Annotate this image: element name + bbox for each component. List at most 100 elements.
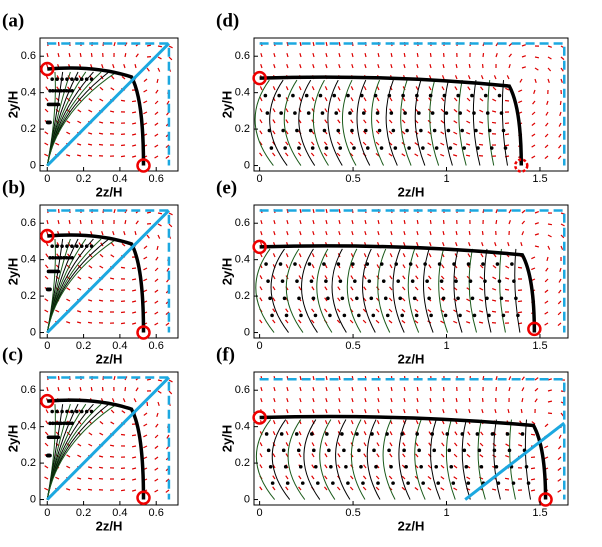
streamline-dot <box>266 279 270 283</box>
vector-arrow <box>286 320 288 323</box>
x-tick-label: 0.4 <box>112 340 127 352</box>
vector-arrow <box>114 209 115 213</box>
vector-arrow <box>545 156 548 159</box>
vector-arrow <box>481 75 483 79</box>
vector-arrow <box>77 478 81 479</box>
vector-arrow <box>417 242 418 246</box>
vector-arrow <box>147 379 151 380</box>
vector-arrow <box>299 287 301 290</box>
vector-arrow <box>532 156 535 158</box>
vector-arrow <box>158 57 161 59</box>
streamline-dot <box>372 449 376 453</box>
streamline-dot <box>308 262 312 266</box>
vector-arrow <box>351 86 353 90</box>
vector-arrow <box>91 220 92 224</box>
y-tick-label: 0.4 <box>235 421 250 433</box>
vector-arrow <box>299 253 301 257</box>
vector-arrow <box>300 409 301 413</box>
vector-arrow <box>377 420 379 424</box>
vector-arrow <box>338 120 340 123</box>
vector-arrow <box>312 442 314 446</box>
streamline-dot <box>421 481 425 485</box>
streamline-dot <box>370 432 374 436</box>
vector-arrow <box>326 209 327 213</box>
vector-arrow <box>326 409 327 413</box>
vector-arrow <box>132 312 136 313</box>
vector-arrow <box>377 443 379 446</box>
vector-arrow <box>273 298 275 301</box>
streamline-dot <box>48 454 52 458</box>
vector-arrow <box>287 231 288 235</box>
vector-arrow <box>45 466 48 468</box>
vector-arrow <box>324 487 327 490</box>
streamline <box>415 80 425 165</box>
vector-arrow <box>509 387 510 391</box>
vector-arrow <box>482 242 483 246</box>
streamline-dot <box>460 129 464 133</box>
vector-arrow <box>80 53 81 57</box>
vector-arrow <box>299 431 301 435</box>
vector-arrow <box>415 154 418 156</box>
vector-arrow <box>273 109 275 112</box>
streamline-dot <box>60 410 64 414</box>
vector-arrow <box>430 231 431 235</box>
streamline <box>357 80 370 165</box>
vector-arrow <box>492 300 496 301</box>
streamline-dot <box>355 432 359 436</box>
vector-arrow <box>544 446 548 448</box>
streamline <box>363 249 376 333</box>
streamline-dot <box>359 465 363 469</box>
streamline <box>446 420 455 500</box>
streamline-dot <box>339 279 343 283</box>
streamline-dot <box>295 279 299 283</box>
streamline-dot <box>403 111 407 115</box>
vector-arrow <box>440 143 444 145</box>
streamline-dot <box>75 410 79 414</box>
vector-arrow <box>91 387 92 391</box>
streamline-dot <box>406 481 410 485</box>
vector-arrow <box>404 387 405 391</box>
vector-arrow <box>365 231 366 235</box>
vector-arrow <box>102 231 103 235</box>
streamline <box>332 249 346 333</box>
vector-arrow <box>376 142 379 145</box>
streamline-dot <box>323 129 327 133</box>
vector-arrow <box>363 320 366 323</box>
vector-arrow <box>518 90 522 92</box>
vector-arrow <box>58 220 59 224</box>
vector-arrow <box>286 309 288 312</box>
vector-arrow <box>548 246 550 250</box>
streamline-dot <box>70 89 74 93</box>
vector-arrow <box>403 265 405 268</box>
streamline-dot <box>427 296 431 300</box>
vector-arrow <box>363 142 366 145</box>
vector-arrow <box>274 220 275 224</box>
vector-arrow <box>111 76 114 79</box>
vector-arrow <box>441 109 444 112</box>
streamline-dot <box>310 279 314 283</box>
vector-arrow <box>325 86 327 90</box>
y-tick-label: 0.2 <box>21 290 36 302</box>
streamline-dot <box>425 279 429 283</box>
vector-arrow <box>338 465 340 468</box>
vector-arrow <box>508 242 509 246</box>
vector-arrow <box>299 476 301 479</box>
vector-arrow <box>338 454 340 457</box>
vector-arrow <box>46 421 48 424</box>
vector-arrow <box>454 454 457 457</box>
vector-arrow <box>377 98 379 101</box>
streamline-dot <box>386 314 390 318</box>
vector-arrow <box>559 123 561 127</box>
streamline-dot <box>364 129 368 133</box>
vector-arrow <box>377 454 379 457</box>
vector-arrow <box>88 133 92 134</box>
streamline-dot <box>502 314 506 318</box>
vector-arrow <box>313 53 314 57</box>
x-tick-label: 0.2 <box>76 173 91 185</box>
vector-arrow <box>428 488 431 490</box>
vector-arrow <box>260 454 262 457</box>
vector-arrow <box>111 88 114 90</box>
vector-arrow <box>509 220 510 224</box>
vector-arrow <box>483 376 484 380</box>
vector-arrow <box>376 320 379 323</box>
